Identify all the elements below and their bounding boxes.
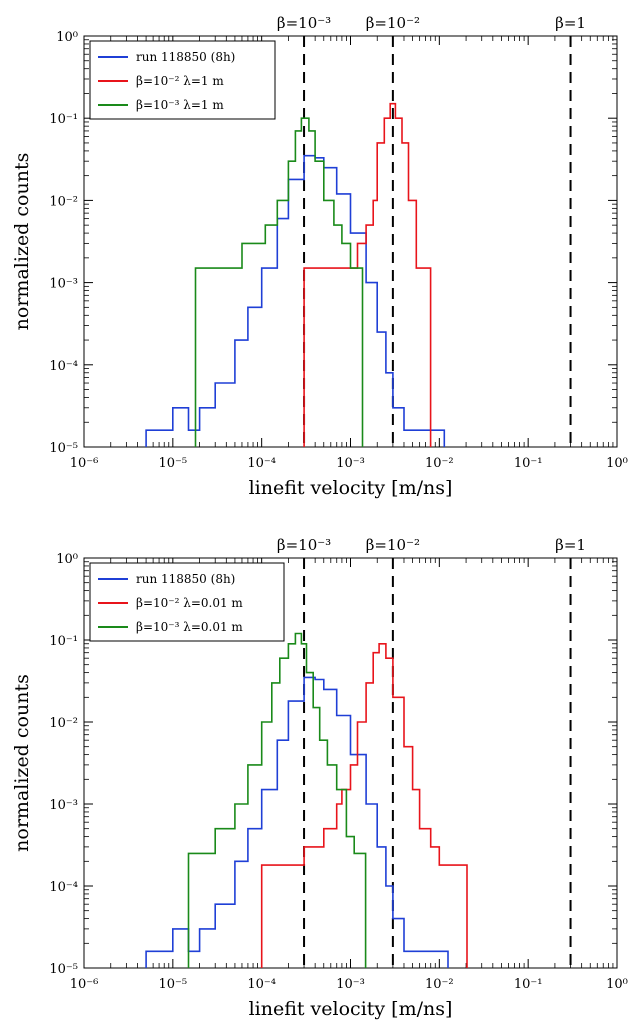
x-axis-title: linefit velocity [m/ns] [249, 998, 453, 1020]
x-tick-label: 10⁻³ [336, 456, 365, 471]
legend-label: β=10⁻² λ=1 m [136, 74, 224, 88]
x-tick-label: 10⁻⁴ [247, 977, 276, 992]
series-line-run [145, 676, 449, 968]
legend: run 118850 (8h) β=10⁻² λ=0.01 m β=10⁻³ λ=0… [89, 562, 285, 642]
x-tick-label: 10⁻⁶ [70, 456, 99, 471]
x-tick-label: 10⁻⁵ [159, 456, 188, 471]
series-line-beta_minus3 [194, 117, 364, 447]
reference-line-label: β=10⁻² [366, 536, 420, 554]
series-line-beta_minus3 [187, 632, 367, 968]
reference-line-label: β=10⁻³ [277, 14, 331, 32]
y-tick-label: 10⁻¹ [49, 112, 78, 127]
y-tick-label: 10⁻¹ [49, 634, 78, 649]
x-tick-label: 10⁻² [425, 977, 454, 992]
y-tick-label: 10⁻² [49, 716, 78, 731]
y-tick-label: 10⁻⁵ [49, 962, 78, 977]
series-line-beta_minus2 [303, 102, 432, 447]
legend-label: β=10⁻³ λ=0.01 m [136, 620, 243, 634]
y-tick-label: 10⁻³ [49, 277, 78, 292]
y-tick-label: 10⁻⁴ [49, 880, 78, 895]
series-line-beta_minus2 [260, 643, 468, 968]
x-tick-label: 10⁻⁶ [70, 977, 99, 992]
x-tick-label: 10⁻³ [336, 977, 365, 992]
y-axis-title: normalized counts [11, 153, 33, 331]
y-tick-label: 10⁻⁴ [49, 359, 78, 374]
series-line-run [145, 154, 446, 447]
legend-label: run 118850 (8h) [136, 572, 235, 586]
x-axis-title: linefit velocity [m/ns] [249, 477, 453, 499]
y-tick-label: 10⁻² [49, 194, 78, 209]
x-tick-label: 10⁰ [606, 977, 628, 992]
chart-panel-1: 10⁻⁶ 10⁻⁵ 10⁻⁴ 10⁻³ 10⁻² 10⁻¹ 10⁰10⁻⁵10⁻⁴10⁻³1… [11, 14, 628, 499]
x-tick-label: 10⁻¹ [514, 977, 543, 992]
reference-line-label: β=1 [555, 536, 586, 554]
y-tick-label: 10⁰ [56, 30, 78, 45]
x-tick-label: 10⁻¹ [514, 456, 543, 471]
reference-line-label: β=1 [555, 14, 586, 32]
legend: run 118850 (8h) β=10⁻² λ=1 m β=10⁻³ λ=1 m [89, 40, 276, 120]
x-tick-label: 10⁻⁵ [159, 977, 188, 992]
y-tick-label: 10⁻³ [49, 798, 78, 813]
x-tick-label: 10⁰ [606, 456, 628, 471]
y-axis-title: normalized counts [11, 674, 33, 852]
y-tick-label: 10⁰ [56, 552, 78, 567]
reference-line-label: β=10⁻² [366, 14, 420, 32]
chart-panel-2: 10⁻⁶ 10⁻⁵ 10⁻⁴ 10⁻³ 10⁻² 10⁻¹ 10⁰10⁻⁵10⁻⁴10⁻³1… [11, 536, 628, 1020]
y-tick-label: 10⁻⁵ [49, 441, 78, 456]
x-tick-label: 10⁻² [425, 456, 454, 471]
legend-label: β=10⁻³ λ=1 m [136, 98, 224, 112]
legend-label: run 118850 (8h) [136, 50, 235, 64]
x-tick-label: 10⁻⁴ [247, 456, 276, 471]
legend-label: β=10⁻² λ=0.01 m [136, 596, 243, 610]
reference-line-label: β=10⁻³ [277, 536, 331, 554]
